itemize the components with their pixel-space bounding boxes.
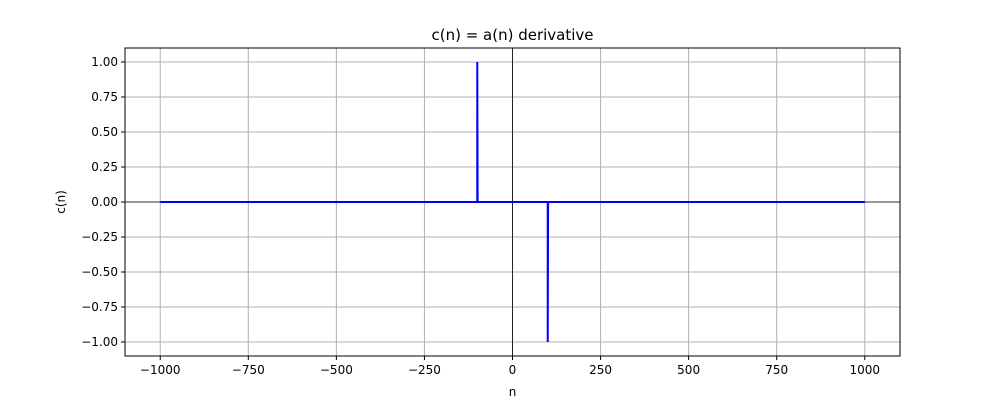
x-tick-label: −500 <box>320 363 353 377</box>
y-tick-label: 1.00 <box>91 55 118 69</box>
y-tick-label: −0.25 <box>81 230 118 244</box>
y-tick-label: 0.75 <box>91 90 118 104</box>
y-tick-label: 0.00 <box>91 195 118 209</box>
y-tick-label: −0.75 <box>81 300 118 314</box>
y-tick-label: 0.25 <box>91 160 118 174</box>
y-tick-label: −1.00 <box>81 335 118 349</box>
chart-title: c(n) = a(n) derivative <box>431 26 593 44</box>
ticks: −1000 −750 −500 −250 0 250 500 750 1000 1.00 0.75 0… <box>81 55 880 377</box>
y-tick-label: 0.50 <box>91 125 118 139</box>
x-tick-label: 750 <box>765 363 788 377</box>
x-tick-label: −250 <box>408 363 441 377</box>
series-line <box>160 61 865 343</box>
x-tick-label: 1000 <box>849 363 880 377</box>
series-layer <box>160 61 865 343</box>
x-tick-label: 250 <box>589 363 612 377</box>
x-tick-label: −750 <box>232 363 265 377</box>
y-tick-label: −0.50 <box>81 265 118 279</box>
y-axis-label: c(n) <box>54 190 68 214</box>
x-tick-label: −1000 <box>140 363 181 377</box>
x-tick-label: 500 <box>677 363 700 377</box>
x-axis-label: n <box>509 385 517 399</box>
x-tick-label: 0 <box>509 363 517 377</box>
